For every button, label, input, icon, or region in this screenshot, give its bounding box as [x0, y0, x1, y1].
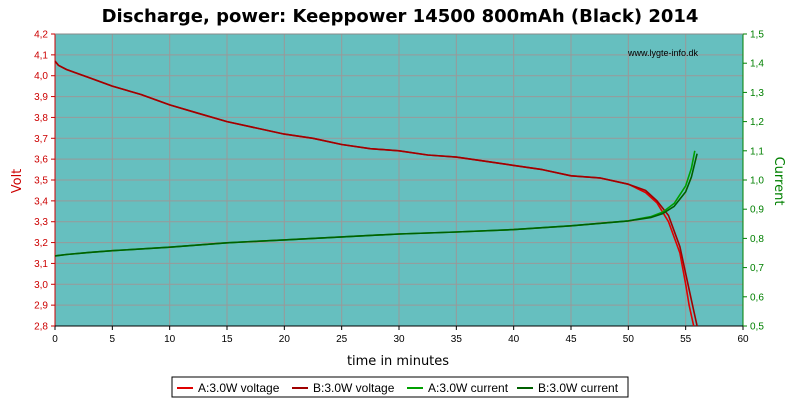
- x-tick-label: 30: [393, 334, 405, 345]
- y-right-tick-label: 0,9: [750, 205, 764, 216]
- y-left-tick-label: 3,1: [34, 259, 48, 270]
- legend-label: A:3.0W voltage: [198, 381, 280, 395]
- x-tick-label: 20: [279, 334, 291, 345]
- series-line-b-3-0w-voltage: [54, 60, 698, 327]
- y-axis-label-right: Current: [771, 157, 786, 206]
- y-right-tick-label: 0,7: [750, 263, 764, 274]
- x-tick-label: 45: [565, 334, 577, 345]
- y-left-tick-label: 3,0: [34, 280, 48, 291]
- watermark: www.lygte-info.dk: [627, 48, 699, 58]
- y-left-tick-label: 2,8: [34, 322, 48, 333]
- y-left-tick-label: 3,5: [34, 176, 48, 187]
- legend: A:3.0W voltage B:3.0W voltage A:3.0W curre…: [171, 376, 629, 398]
- y-left-tick-label: 3,2: [34, 238, 48, 249]
- plot-area: 0 5 10 15 20 25 30 35 40 45 50 55 60 2,8 2,9 3,0 3,1 3,2 3…: [34, 30, 764, 346]
- legend-box: [171, 376, 629, 398]
- y-left-tick-label: 4,2: [34, 30, 48, 41]
- y-left-tick-label: 4,0: [34, 71, 48, 82]
- y-left-tick-label: 2,9: [34, 301, 48, 312]
- x-tick-label: 50: [623, 334, 635, 345]
- legend-label: A:3.0W current: [428, 381, 509, 395]
- legend-label: B:3.0W voltage: [313, 381, 395, 395]
- x-tick-label: 35: [451, 334, 463, 345]
- y-right-tick-label: 1,2: [750, 117, 764, 128]
- y-left-tick-label: 3,7: [34, 134, 48, 145]
- chart-title: Discharge, power: Keeppower 14500 800mAh…: [102, 6, 699, 27]
- y-right-tick-label: 1,0: [750, 176, 764, 187]
- x-tick-label: 5: [110, 334, 116, 345]
- y-right-tick-label: 1,4: [750, 59, 764, 70]
- y-right-tick-label: 0,6: [750, 292, 764, 303]
- y-left-tick-label: 3,8: [34, 113, 48, 124]
- y-right-tick-label: 0,8: [750, 234, 764, 245]
- legend-label: B:3.0W current: [538, 381, 619, 395]
- y-left-tick-label: 3,4: [34, 196, 48, 207]
- y-left-tick-label: 3,9: [34, 92, 48, 103]
- y-right-tick-label: 1,3: [750, 88, 764, 99]
- x-tick-label: 10: [164, 334, 176, 345]
- x-tick-label: 40: [508, 334, 520, 345]
- x-tick-label: 60: [737, 334, 749, 345]
- x-tick-label: 15: [221, 334, 233, 345]
- y-right-tick-label: 0,5: [750, 322, 764, 333]
- y-axis-label-left: Volt: [10, 169, 25, 194]
- y-left-tick-label: 3,6: [34, 155, 48, 166]
- y-right-tick-label: 1,5: [750, 30, 764, 41]
- y-left-tick-label: 4,1: [34, 50, 48, 61]
- series-line-b-3-0w-current: [54, 153, 698, 257]
- y-left-tick-label: 3,3: [34, 217, 48, 228]
- y-right-tick-label: 1,1: [750, 146, 764, 157]
- x-tick-label: 55: [680, 334, 692, 345]
- x-tick-label: 0: [52, 334, 58, 345]
- x-tick-label: 25: [336, 334, 348, 345]
- x-axis-label: time in minutes: [347, 354, 449, 369]
